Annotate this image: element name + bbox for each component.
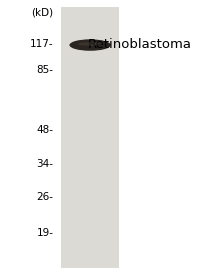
Ellipse shape xyxy=(78,42,103,46)
Ellipse shape xyxy=(69,39,111,51)
Text: Retinoblastoma: Retinoblastoma xyxy=(88,38,192,51)
Text: 117-: 117- xyxy=(30,39,53,49)
Text: 48-: 48- xyxy=(36,125,53,135)
Text: (kD): (kD) xyxy=(31,7,53,17)
Text: 19-: 19- xyxy=(36,228,53,238)
Text: 34-: 34- xyxy=(36,159,53,169)
Text: 85-: 85- xyxy=(36,65,53,75)
FancyBboxPatch shape xyxy=(61,7,119,268)
Text: 26-: 26- xyxy=(36,192,53,202)
